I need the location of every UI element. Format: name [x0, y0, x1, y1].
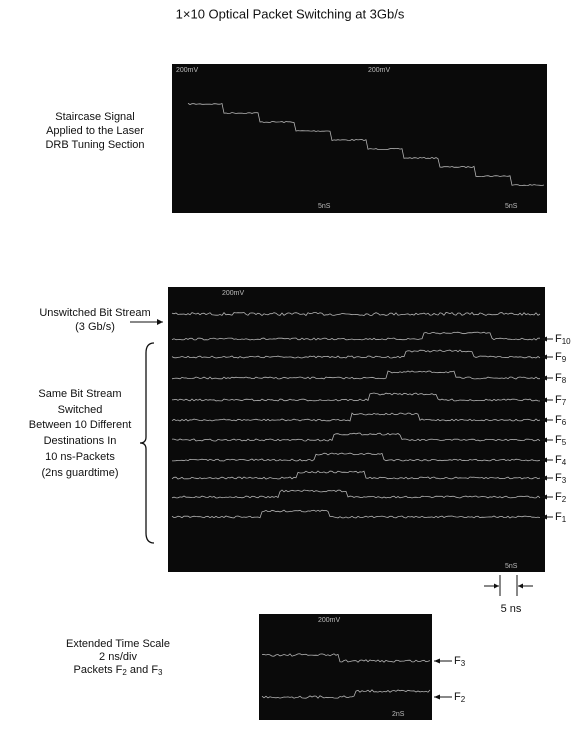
- output-label: F8: [555, 372, 567, 385]
- label: Switched: [58, 404, 103, 416]
- label: Destinations In: [44, 435, 117, 447]
- output-label: F3: [555, 472, 567, 485]
- output-label: F6: [555, 414, 567, 427]
- output-label: F4: [555, 454, 567, 467]
- label: 10 ns-Packets: [45, 451, 115, 463]
- figure: 1×10 Optical Packet Switching at 3Gb/s S…: [0, 0, 581, 732]
- label: (3 Gb/s): [75, 321, 115, 333]
- label: Packets F2 and F3: [74, 664, 164, 677]
- scope-middle: [168, 287, 545, 572]
- brace: [140, 343, 154, 543]
- arrow-head: [494, 584, 499, 589]
- subscript: 3: [461, 659, 466, 668]
- subscript: 10: [562, 337, 571, 346]
- label: (2ns guardtime): [41, 467, 118, 479]
- label: Between 10 Different: [29, 419, 132, 431]
- subscript: 8: [562, 376, 567, 385]
- label: Extended Time Scale: [66, 638, 170, 650]
- subscript: 7: [562, 398, 567, 407]
- label: 2 ns/div: [99, 651, 137, 663]
- text-part: and F: [127, 664, 158, 676]
- scope-label: 5nS: [318, 203, 331, 210]
- subscript: 3: [158, 668, 163, 677]
- subscript: 2: [461, 695, 466, 704]
- subscript: 4: [562, 458, 567, 467]
- output-label: F2: [555, 491, 567, 504]
- scope-label: 200mV: [368, 67, 391, 74]
- subscript: 1: [562, 515, 567, 524]
- arrow-head: [518, 584, 523, 589]
- scope-bottom: [259, 614, 432, 720]
- page: 1×10 Optical Packet Switching at 3Gb/s S…: [0, 0, 581, 732]
- output-label: F5: [555, 434, 567, 447]
- arrow-head: [434, 695, 440, 700]
- label: Applied to the Laser: [46, 125, 144, 137]
- subscript: 5: [562, 438, 567, 447]
- output-label: F9: [555, 351, 567, 364]
- subscript: 9: [562, 355, 567, 364]
- output-label: F7: [555, 394, 567, 407]
- scope-label: 200mV: [318, 617, 341, 624]
- text-part: Packets F: [74, 664, 123, 676]
- scope-label: 200mV: [222, 290, 245, 297]
- output-label: F1: [555, 511, 567, 524]
- scope-label: 200mV: [176, 67, 199, 74]
- output-label: F10: [555, 333, 571, 346]
- scale-marker: 5 ns: [501, 603, 522, 615]
- subscript: 6: [562, 418, 567, 427]
- label: Staircase Signal: [55, 111, 135, 123]
- output-label: F3: [454, 655, 466, 668]
- arrow-head: [157, 319, 163, 325]
- figure-title: 1×10 Optical Packet Switching at 3Gb/s: [176, 6, 405, 21]
- label: Same Bit Stream: [38, 388, 121, 400]
- arrow-head: [434, 659, 440, 664]
- subscript: 3: [562, 476, 567, 485]
- scope-label: 2nS: [392, 711, 405, 718]
- scope-label: 5nS: [505, 563, 518, 570]
- label: DRB Tuning Section: [45, 139, 144, 151]
- label: Unswitched Bit Stream: [39, 307, 150, 319]
- scope-top: [172, 64, 547, 213]
- scope-label: 5nS: [505, 203, 518, 210]
- subscript: 2: [562, 495, 567, 504]
- output-label: F2: [454, 691, 466, 704]
